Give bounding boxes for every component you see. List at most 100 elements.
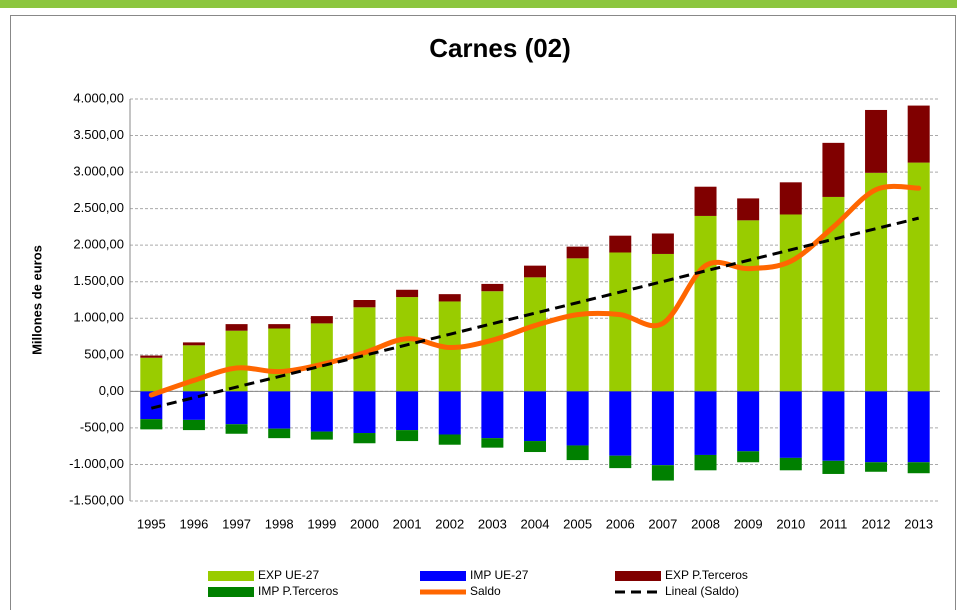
bar-segment: [225, 424, 248, 434]
saldo-line: [148, 183, 922, 398]
x-tick-label: 2006: [606, 516, 635, 531]
bar-segment: [225, 330, 248, 392]
bar-segment: [140, 391, 163, 420]
bar-segment: [694, 215, 717, 392]
x-tick-label: 1999: [307, 516, 336, 531]
bar-segment: [140, 357, 163, 392]
bar-segment: [865, 109, 888, 173]
bar-segment: [524, 277, 546, 392]
bar-segment: [396, 430, 419, 442]
bar-segment: [737, 220, 760, 392]
bar-segment: [694, 454, 717, 471]
y-tick-label: 2.000,00: [73, 237, 124, 252]
y-tick-label: 500,00: [84, 346, 124, 361]
x-tick-label: 2007: [648, 516, 677, 531]
legend-swatch: [208, 587, 254, 597]
bar-segment: [609, 252, 632, 392]
x-tick-label: 1996: [179, 516, 208, 531]
bar-segment: [779, 182, 802, 215]
bar-segment: [651, 233, 674, 254]
bar-segment: [310, 316, 333, 324]
x-tick-label: 2003: [478, 516, 507, 531]
bar-segment: [140, 355, 163, 358]
legend-label: IMP P.Terceros: [258, 584, 338, 598]
bar-segment: [865, 172, 888, 392]
bar-segment: [310, 431, 333, 440]
bar-segment: [438, 434, 461, 445]
bar-segment: [609, 391, 632, 456]
top-banner: [0, 0, 957, 8]
x-tick-label: 2000: [350, 516, 379, 531]
bar-segment: [268, 328, 291, 392]
x-tick-label: 1998: [265, 516, 294, 531]
bar-segment: [907, 462, 930, 474]
bar-segment: [779, 214, 802, 392]
bar-segment: [225, 391, 248, 425]
bar-segment: [268, 391, 291, 429]
x-tick-label: 2013: [904, 516, 933, 531]
legend-label: Lineal (Saldo): [665, 584, 739, 598]
bar-segment: [353, 300, 376, 308]
bar-segment: [481, 283, 504, 292]
y-tick-label: 2.500,00: [73, 200, 124, 215]
x-tick-label: 2001: [393, 516, 422, 531]
x-tick-label: 2012: [862, 516, 891, 531]
bar-segment: [481, 438, 504, 448]
bar-segment: [737, 198, 760, 221]
bar-segment: [566, 246, 589, 259]
bar-segment: [822, 142, 845, 197]
x-tick-label: 2002: [435, 516, 464, 531]
bar-segment: [694, 186, 717, 216]
bar-segment: [822, 460, 845, 474]
bar-segment: [353, 307, 376, 392]
bar-segment: [140, 419, 163, 430]
bar-segment: [566, 258, 589, 392]
bar-segment: [865, 462, 888, 472]
bar-segment: [737, 451, 760, 463]
bar-segment: [566, 391, 589, 446]
bar-segment: [438, 391, 461, 435]
bar-segment: [822, 196, 845, 392]
y-tick-label: -1.000,00: [69, 456, 124, 471]
chart-title: Carnes (02): [429, 33, 571, 63]
bar-segment: [907, 162, 930, 392]
bar-segment: [268, 428, 291, 439]
bar-segment: [524, 391, 546, 442]
x-tick-label: 1995: [137, 516, 166, 531]
bar-segment: [779, 391, 802, 458]
legend-label: EXP UE-27: [258, 568, 319, 582]
bar-segment: [182, 342, 205, 346]
y-tick-label: 4.000,00: [73, 90, 124, 105]
x-tick-label: 2011: [819, 516, 847, 531]
bar-segment: [182, 419, 205, 431]
bar-segment: [438, 294, 461, 302]
bar-segment: [481, 391, 504, 439]
x-tick-label: 2005: [563, 516, 592, 531]
legend-swatch: [615, 571, 661, 581]
bar-segment: [310, 323, 333, 392]
bar-segment: [566, 445, 589, 461]
bar-segment: [779, 457, 802, 471]
bar-segment: [353, 391, 376, 434]
bar-segment: [651, 391, 674, 466]
bar-segment: [865, 391, 888, 463]
legend-swatch: [420, 571, 466, 581]
bar-segment: [310, 391, 333, 432]
bar-segment: [822, 391, 845, 461]
y-axis-label: Millones de euros: [29, 245, 44, 355]
bar-segment: [907, 105, 930, 163]
y-tick-label: 0,00: [99, 383, 124, 398]
bar-segment: [268, 324, 291, 329]
legend-label: EXP P.Terceros: [665, 568, 748, 582]
bar-segment: [737, 391, 760, 452]
x-tick-label: 2010: [776, 516, 805, 531]
x-tick-label: 2004: [521, 516, 550, 531]
bar-segment: [651, 465, 674, 481]
x-tick-label: 2008: [691, 516, 720, 531]
y-tick-label: -500,00: [80, 419, 124, 434]
trend-line: [150, 216, 920, 410]
x-tick-label: 1997: [222, 516, 251, 531]
bar-segment: [225, 324, 248, 331]
y-tick-label: 1.500,00: [73, 273, 124, 288]
